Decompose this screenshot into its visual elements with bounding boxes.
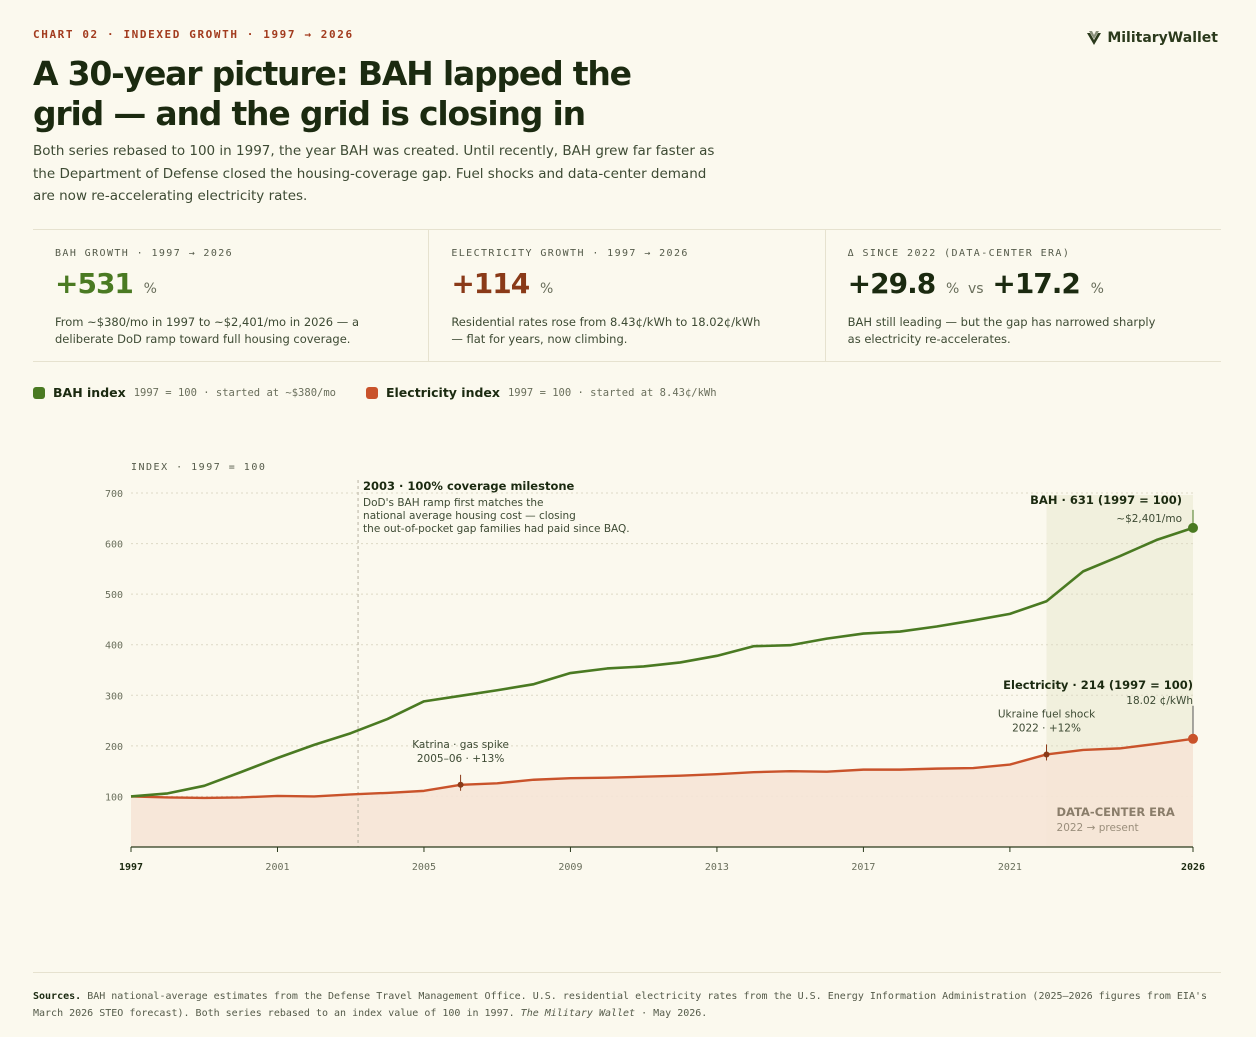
brand-logo[interactable]: MilitaryWallet bbox=[1086, 30, 1218, 46]
x-tick-label: 2021 bbox=[998, 862, 1022, 873]
stat-unit: % bbox=[945, 281, 960, 297]
bah-end-label: BAH · 631 (1997 = 100) bbox=[1030, 493, 1182, 507]
sources-date: · May 2026. bbox=[641, 1008, 708, 1019]
y-tick-label: 400 bbox=[105, 641, 123, 652]
logo-text: MilitaryWallet bbox=[1107, 30, 1218, 46]
stat-vs: vs bbox=[968, 281, 984, 297]
chart-legend: BAH index 1997 = 100 · started at ~$380/… bbox=[33, 385, 717, 400]
y-tick-label: 500 bbox=[105, 590, 123, 601]
stat-description: Residential rates rose from 8.43¢/kWh to… bbox=[451, 315, 761, 346]
shield-check-icon bbox=[1087, 31, 1102, 45]
y-tick-label: 600 bbox=[105, 540, 123, 551]
line-chart: 100 200 300 400 500 600 700 INDEX · 1997 = 100 D… bbox=[105, 462, 1205, 873]
era-label: DATA-CENTER ERA bbox=[1057, 805, 1175, 819]
era-sublabel: 2022 → present bbox=[1057, 822, 1139, 834]
stat-label: Δ SINCE 2022 (DATA-CENTER ERA) bbox=[847, 248, 1071, 259]
stat-bah-growth: BAH GROWTH · 1997 → 2026 +531 % From ~$3… bbox=[33, 230, 430, 361]
stat-label: BAH GROWTH · 1997 → 2026 bbox=[55, 248, 234, 259]
stat-unit: % bbox=[1090, 281, 1104, 297]
stat-electricity-growth: ELECTRICITY GROWTH · 1997 → 2026 +114 % … bbox=[429, 230, 826, 361]
y-tick-label: 200 bbox=[105, 742, 123, 753]
y-tick-label: 100 bbox=[105, 792, 123, 803]
bah-end-marker bbox=[1188, 522, 1198, 533]
sources-label: Sources. bbox=[33, 991, 82, 1002]
electricity-end-label: Electricity · 214 (1997 = 100) bbox=[1003, 678, 1193, 692]
milestone-title: 2003 · 100% coverage milestone bbox=[363, 479, 574, 493]
milestone-text: DoD's BAH ramp first matches the bbox=[363, 497, 543, 509]
legend-note: 1997 = 100 · started at 8.43¢/kWh bbox=[507, 386, 717, 399]
legend-name: Electricity index bbox=[385, 385, 500, 400]
page-title: A 30-year picture: BAH lapped the grid —… bbox=[33, 54, 632, 133]
sources-text: BAH national-average estimates from the … bbox=[33, 991, 1208, 1019]
stat-number: +114 bbox=[451, 267, 530, 300]
legend-item-bah[interactable]: BAH index 1997 = 100 · started at ~$380/… bbox=[33, 385, 336, 400]
milestone-text: the out-of-pocket gap families had paid … bbox=[363, 523, 630, 535]
page-subtitle: Both series rebased to 100 in 1997, the … bbox=[33, 143, 715, 204]
legend-swatch bbox=[365, 386, 378, 399]
milestone-text: national average housing cost — closing bbox=[363, 510, 576, 522]
x-tick-label: 2009 bbox=[558, 862, 582, 873]
y-axis-title: INDEX · 1997 = 100 bbox=[131, 462, 266, 473]
annotation-sub: 2022 · +12% bbox=[1012, 722, 1081, 734]
y-tick-label: 300 bbox=[105, 691, 123, 702]
stat-number: +531 bbox=[55, 267, 134, 300]
annotation-title: Ukraine fuel shock bbox=[998, 708, 1096, 720]
stat-description: BAH still leading — but the gap has narr… bbox=[847, 315, 1156, 346]
sources-publication: The Military Wallet bbox=[520, 1008, 636, 1019]
legend-name: BAH index bbox=[53, 385, 126, 400]
stat-number-b: +17.2 bbox=[992, 267, 1081, 300]
electricity-area bbox=[131, 738, 1193, 847]
stat-description: From ~$380/mo in 1997 to ~$2,401/mo in 2… bbox=[55, 315, 359, 346]
x-tick-label: 2013 bbox=[705, 862, 729, 873]
stat-delta-since-2022: Δ SINCE 2022 (DATA-CENTER ERA) +29.8 % v… bbox=[826, 230, 1221, 361]
x-tick-label: 2001 bbox=[265, 862, 289, 873]
annotation-title: Katrina · gas spike bbox=[412, 739, 509, 751]
stat-value: +29.8 % vs +17.2 % bbox=[848, 267, 1199, 306]
annotation-marker bbox=[1043, 751, 1050, 758]
stat-unit: % bbox=[143, 281, 157, 297]
legend-item-electricity[interactable]: Electricity index 1997 = 100 · started a… bbox=[365, 385, 717, 400]
x-tick-label: 1997 bbox=[119, 862, 143, 873]
legend-note: 1997 = 100 · started at ~$380/mo bbox=[133, 386, 336, 399]
x-tick-label: 2026 bbox=[1181, 862, 1205, 873]
electricity-line bbox=[130, 737, 1194, 800]
x-tick-label: 2005 bbox=[412, 862, 436, 873]
bah-line bbox=[130, 526, 1194, 798]
stats-row: BAH GROWTH · 1997 → 2026 +531 % From ~$3… bbox=[33, 229, 1221, 362]
stat-number-a: +29.8 bbox=[847, 267, 937, 300]
x-tick-label: 2017 bbox=[851, 862, 875, 873]
legend-swatch bbox=[33, 386, 45, 399]
chart-eyebrow: CHART 02 · INDEXED GROWTH · 1997 → 2026 bbox=[33, 28, 354, 41]
electricity-end-marker bbox=[1188, 733, 1198, 744]
stat-label: ELECTRICITY GROWTH · 1997 → 2026 bbox=[451, 248, 689, 259]
annotation-sub: 2005–06 · +13% bbox=[417, 753, 505, 765]
stat-unit: % bbox=[540, 281, 554, 297]
stat-value: +114 % bbox=[451, 267, 802, 306]
y-tick-label: 700 bbox=[105, 489, 123, 500]
bah-end-sub: ~$2,401/mo bbox=[1116, 513, 1182, 525]
annotation-marker bbox=[457, 781, 464, 788]
stat-value: +531 % bbox=[55, 267, 406, 306]
sources-note: Sources. BAH national-average estimates … bbox=[33, 972, 1221, 1022]
electricity-end-sub: 18.02 ¢/kWh bbox=[1126, 695, 1193, 707]
